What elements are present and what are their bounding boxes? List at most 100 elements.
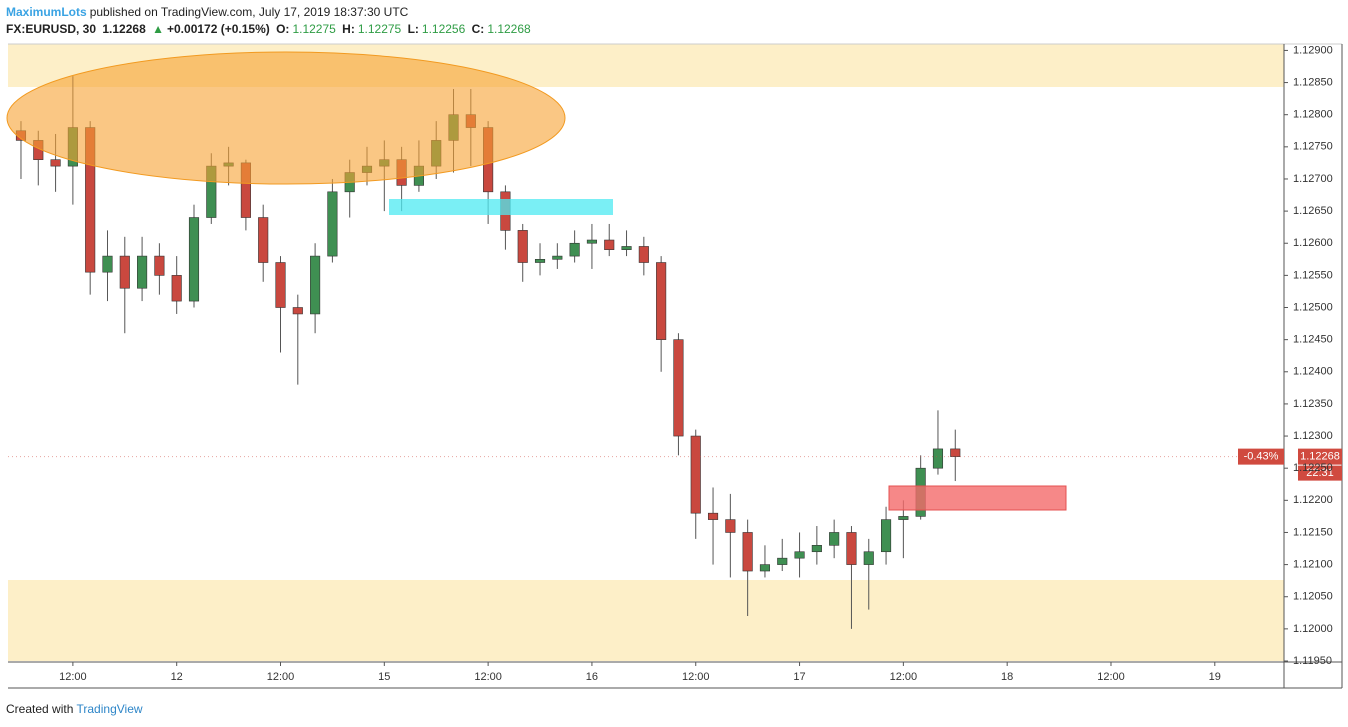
arrow: ▲ bbox=[152, 22, 164, 36]
countdown-box bbox=[1298, 465, 1342, 481]
o-label: O: bbox=[276, 22, 290, 36]
cyan-zone bbox=[389, 199, 613, 215]
candle-body bbox=[188, 217, 200, 302]
price: 1.12268 bbox=[102, 22, 146, 36]
price-label: 1.12268 bbox=[1300, 451, 1340, 463]
x-tick-label: 12:00 bbox=[474, 671, 502, 683]
x-tick-label: 12:00 bbox=[890, 671, 918, 683]
c-value: 1.12268 bbox=[487, 22, 531, 36]
y-tick-label: 1.12100 bbox=[1293, 559, 1333, 571]
x-tick-label: 18 bbox=[1001, 671, 1013, 683]
candle-body bbox=[50, 159, 61, 167]
candle-body bbox=[552, 255, 563, 260]
y-tick-label: 1.12200 bbox=[1293, 494, 1333, 506]
candle-body bbox=[829, 532, 840, 546]
c-label: C: bbox=[471, 22, 485, 36]
y-tick-label: 1.12050 bbox=[1293, 591, 1333, 603]
candle-body bbox=[258, 217, 269, 263]
y-tick-label: 1.12650 bbox=[1293, 205, 1333, 217]
candle-body bbox=[102, 255, 113, 273]
candle-body bbox=[517, 230, 528, 263]
x-tick-label: 12:00 bbox=[267, 671, 295, 683]
y-tick-label: 1.12300 bbox=[1293, 430, 1333, 442]
x-tick-label: 12:00 bbox=[59, 671, 87, 683]
footer: Created with TradingView bbox=[6, 702, 143, 716]
x-tick-label: 16 bbox=[586, 671, 598, 683]
y-tick-label: 1.12550 bbox=[1293, 269, 1333, 281]
y-tick-label: 1.12900 bbox=[1293, 44, 1333, 56]
highlight-ellipse bbox=[6, 51, 566, 185]
author[interactable]: MaximumLots bbox=[6, 5, 87, 19]
x-tick-label: 12:00 bbox=[1097, 671, 1125, 683]
candle-body bbox=[881, 519, 892, 553]
l-value: 1.12256 bbox=[421, 22, 466, 36]
y-tick-label: 1.12850 bbox=[1293, 76, 1333, 88]
candle-body bbox=[638, 246, 649, 263]
support-zone bbox=[8, 580, 1284, 661]
x-tick-label: 12:00 bbox=[682, 671, 710, 683]
red-zone bbox=[888, 485, 1067, 511]
candle-body bbox=[690, 435, 701, 514]
candle-body bbox=[534, 259, 546, 263]
candle-body bbox=[137, 255, 148, 289]
candle-body bbox=[292, 307, 303, 315]
last-price-tag: -0.43% 1.12268 22:31 bbox=[8, 448, 1342, 481]
o-value: 1.12275 bbox=[292, 22, 336, 36]
candle-body bbox=[310, 255, 321, 315]
candle-body bbox=[898, 516, 909, 520]
change-label: -0.43% bbox=[1244, 451, 1279, 463]
y-tick-label: 1.12450 bbox=[1293, 334, 1333, 346]
countdown-label: 22:31 bbox=[1306, 467, 1334, 479]
y-tick-label: 1.12500 bbox=[1293, 301, 1333, 313]
candle-body bbox=[673, 339, 684, 437]
candle-body bbox=[604, 239, 615, 250]
y-tick-label: 1.12400 bbox=[1293, 366, 1333, 378]
y-tick-label: 1.12250 bbox=[1293, 462, 1333, 474]
candle-body bbox=[707, 512, 719, 520]
brand[interactable]: TradingView bbox=[76, 702, 143, 716]
y-tick-label: 1.12600 bbox=[1293, 237, 1333, 249]
y-tick-label: 1.12000 bbox=[1293, 623, 1333, 635]
x-tick-label: 12 bbox=[171, 671, 183, 683]
candle-body bbox=[932, 448, 944, 469]
symbol: FX:EURUSD, 30 bbox=[6, 22, 97, 36]
y-tick-label: 1.12150 bbox=[1293, 526, 1333, 538]
candle-body bbox=[119, 255, 130, 289]
candle-body bbox=[621, 246, 632, 250]
candle-body bbox=[863, 551, 874, 565]
candle-body bbox=[171, 275, 182, 302]
candle-body bbox=[950, 448, 961, 457]
candle-body bbox=[569, 242, 580, 257]
h-label: H: bbox=[342, 22, 355, 36]
created-with: Created with bbox=[6, 702, 74, 716]
publish-info: published on TradingView.com, July 17, 2… bbox=[89, 5, 409, 19]
candle-body bbox=[794, 551, 805, 559]
candle-body bbox=[586, 239, 597, 244]
candle-body bbox=[777, 557, 788, 565]
candle-body bbox=[656, 262, 667, 340]
x-tick-label: 19 bbox=[1209, 671, 1221, 683]
h-value: 1.12275 bbox=[357, 22, 402, 36]
candle-body bbox=[327, 191, 338, 257]
y-tick-label: 1.11950 bbox=[1293, 655, 1332, 667]
x-tick-label: 17 bbox=[793, 671, 805, 683]
candle-body bbox=[725, 519, 736, 533]
candle-body bbox=[275, 262, 286, 308]
candle-body bbox=[811, 545, 822, 553]
candle-body bbox=[154, 255, 165, 276]
y-tick-label: 1.12750 bbox=[1293, 141, 1333, 153]
candle-body bbox=[759, 564, 771, 572]
x-tick-label: 15 bbox=[378, 671, 390, 683]
candle-body bbox=[742, 532, 753, 572]
candle-body bbox=[846, 532, 857, 565]
y-tick-label: 1.12700 bbox=[1293, 173, 1333, 185]
y-tick-label: 1.12800 bbox=[1293, 109, 1333, 121]
symbol-line: FX:EURUSD, 30 1.12268 ▲ +0.00172 (+0.15%)… bbox=[6, 22, 534, 36]
change-box bbox=[1238, 448, 1284, 465]
y-tick-label: 1.12350 bbox=[1293, 398, 1333, 410]
change: +0.00172 (+0.15%) bbox=[167, 22, 270, 36]
publish-line: MaximumLots published on TradingView.com,… bbox=[6, 5, 411, 19]
price-box bbox=[1298, 448, 1342, 465]
l-label: L: bbox=[407, 22, 419, 36]
